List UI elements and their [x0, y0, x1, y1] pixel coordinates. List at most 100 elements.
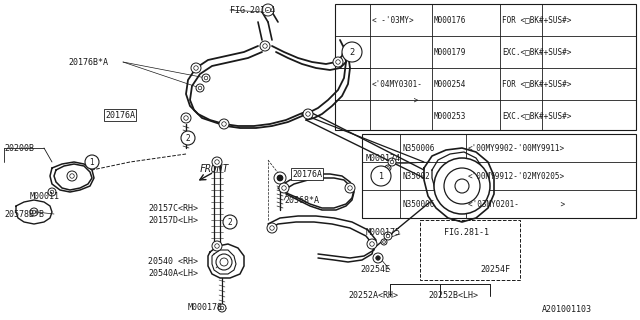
Circle shape [342, 42, 362, 62]
Text: M000253: M000253 [434, 111, 467, 121]
Text: 1: 1 [378, 172, 383, 180]
Text: FOR <□BK#+SUS#>: FOR <□BK#+SUS#> [502, 15, 572, 25]
Circle shape [202, 74, 210, 82]
Circle shape [282, 186, 286, 190]
Text: 20568*A: 20568*A [284, 196, 319, 204]
Circle shape [221, 122, 227, 126]
Circle shape [371, 166, 391, 186]
Circle shape [386, 234, 390, 238]
Circle shape [219, 119, 229, 129]
Circle shape [32, 210, 36, 214]
Text: 2: 2 [349, 47, 355, 57]
Circle shape [204, 76, 208, 80]
Text: <'00MY9912-'02MY0205>: <'00MY9912-'02MY0205> [468, 172, 565, 180]
Circle shape [85, 155, 99, 169]
Text: < -'03MY>: < -'03MY> [372, 15, 413, 25]
Circle shape [277, 175, 283, 181]
Text: 2: 2 [186, 133, 190, 142]
Text: 20252B<LH>: 20252B<LH> [428, 292, 478, 300]
Circle shape [434, 158, 490, 214]
Text: 20254F: 20254F [480, 266, 510, 275]
Text: 20176B*A: 20176B*A [68, 58, 108, 67]
Circle shape [345, 183, 355, 193]
Circle shape [373, 253, 383, 263]
Circle shape [267, 223, 277, 233]
Circle shape [262, 4, 274, 16]
Bar [362, 134, 636, 218]
Circle shape [194, 66, 198, 70]
Circle shape [184, 116, 188, 120]
Circle shape [381, 239, 387, 245]
Circle shape [50, 190, 54, 194]
Text: M000254: M000254 [434, 79, 467, 89]
Text: A201001103: A201001103 [542, 306, 592, 315]
Circle shape [30, 208, 38, 216]
Text: >: > [372, 95, 419, 105]
Text: 1: 1 [90, 157, 94, 166]
Circle shape [277, 175, 283, 181]
Circle shape [269, 226, 275, 230]
Circle shape [306, 112, 310, 116]
Text: <'04MY0301-: <'04MY0301- [372, 79, 423, 89]
Circle shape [348, 186, 352, 190]
Text: M000179: M000179 [434, 47, 467, 57]
Circle shape [376, 256, 380, 260]
Text: 20200B: 20200B [4, 143, 34, 153]
Circle shape [303, 109, 313, 119]
Circle shape [387, 167, 389, 169]
Bar [420, 220, 520, 280]
Text: N35002: N35002 [402, 172, 429, 180]
Circle shape [333, 57, 343, 67]
Circle shape [198, 86, 202, 90]
Text: 20254E: 20254E [360, 266, 390, 275]
Text: FRONT: FRONT [200, 164, 229, 174]
Text: N350006: N350006 [402, 199, 435, 209]
Text: 20540A<LH>: 20540A<LH> [148, 269, 198, 278]
Circle shape [390, 160, 394, 164]
Circle shape [70, 174, 74, 178]
Circle shape [212, 157, 222, 167]
Text: M000178: M000178 [188, 303, 223, 313]
Text: <'03MY0201-         >: <'03MY0201- > [468, 199, 565, 209]
Circle shape [455, 179, 469, 193]
Text: FOR <□BK#+SUS#>: FOR <□BK#+SUS#> [502, 79, 572, 89]
Circle shape [388, 158, 396, 166]
Text: EXC.<□BK#+SUS#>: EXC.<□BK#+SUS#> [502, 47, 572, 57]
Circle shape [274, 172, 286, 184]
Circle shape [218, 304, 226, 312]
Text: EXC.<□BK#+SUS#>: EXC.<□BK#+SUS#> [502, 111, 572, 121]
Circle shape [181, 131, 195, 145]
Circle shape [191, 63, 201, 73]
Text: M000175: M000175 [366, 228, 401, 236]
Circle shape [67, 171, 77, 181]
Circle shape [212, 241, 222, 251]
Text: 20578B*B: 20578B*B [4, 210, 44, 219]
Circle shape [215, 244, 220, 248]
Circle shape [384, 232, 392, 240]
Text: 20252A<RH>: 20252A<RH> [348, 292, 398, 300]
Text: 20157D<LH>: 20157D<LH> [148, 215, 198, 225]
Text: N350006: N350006 [402, 143, 435, 153]
Text: FIG.201-4: FIG.201-4 [230, 5, 275, 14]
Circle shape [367, 239, 377, 249]
Text: M000174: M000174 [366, 154, 401, 163]
Circle shape [181, 113, 191, 123]
Text: M00011: M00011 [30, 191, 60, 201]
Bar [335, 4, 636, 130]
Circle shape [376, 256, 380, 260]
Circle shape [279, 183, 289, 193]
Circle shape [370, 242, 374, 246]
Text: FIG.281-1: FIG.281-1 [444, 228, 489, 236]
Text: M000176: M000176 [434, 15, 467, 25]
Circle shape [196, 84, 204, 92]
Circle shape [383, 241, 385, 243]
Text: 20540 <RH>: 20540 <RH> [148, 258, 198, 267]
Circle shape [263, 44, 268, 48]
Circle shape [220, 306, 224, 310]
Circle shape [336, 60, 340, 64]
Text: 2: 2 [228, 218, 232, 227]
Text: 20176A: 20176A [105, 110, 135, 119]
Text: <'00MY9902-'00MY9911>: <'00MY9902-'00MY9911> [468, 143, 565, 153]
Circle shape [220, 258, 228, 266]
Circle shape [48, 188, 56, 196]
